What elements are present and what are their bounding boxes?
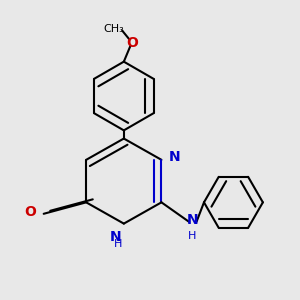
Text: N: N — [110, 230, 121, 244]
Text: CH₃: CH₃ — [103, 24, 124, 34]
Text: H: H — [114, 239, 122, 249]
Text: O: O — [126, 36, 138, 50]
Text: N: N — [169, 150, 180, 164]
Text: N: N — [187, 213, 198, 227]
Text: H: H — [188, 231, 197, 241]
Text: O: O — [25, 205, 37, 219]
